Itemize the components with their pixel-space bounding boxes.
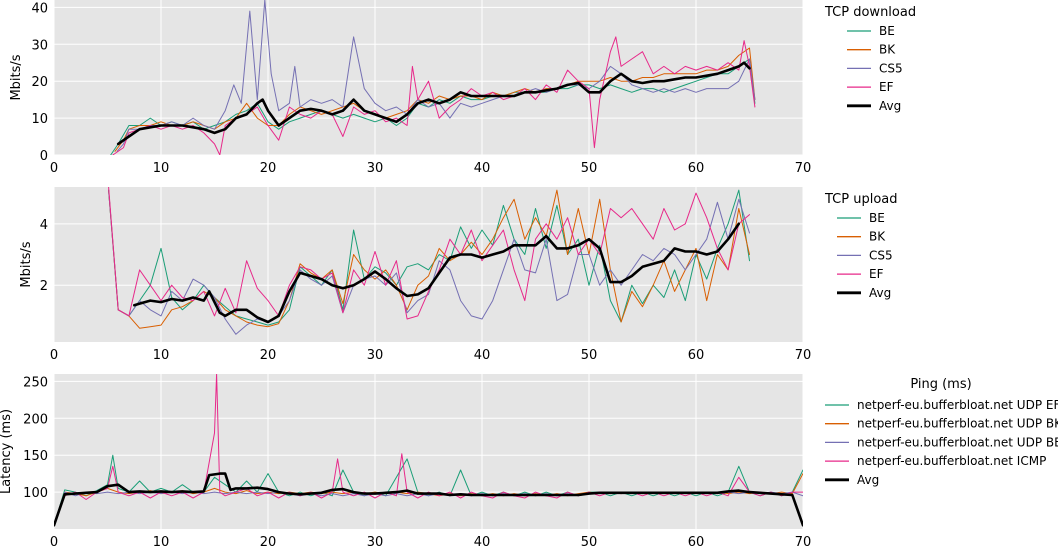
legend-title: TCP download: [824, 5, 916, 20]
x-tick-label: 50: [581, 161, 598, 176]
x-tick-label: 20: [260, 535, 277, 547]
x-tick-label: 40: [474, 161, 491, 176]
legend-label: EF: [879, 80, 894, 94]
y-tick-label: 2: [40, 279, 48, 294]
chart-panel-1: 0 10 20 30 40 50 60 70 2 4 Mbits/s TCP upload BE BK CS…: [19, 187, 898, 363]
y-axis-label: Mbits/s: [9, 54, 24, 100]
x-tick-label: 40: [474, 348, 491, 363]
x-tick-label: 30: [367, 348, 384, 363]
x-tick-label: 0: [50, 535, 58, 547]
legend-label: BE: [869, 211, 885, 225]
y-tick-label: 250: [23, 375, 48, 390]
x-tick-label: 70: [795, 535, 812, 547]
x-tick-label: 60: [688, 348, 705, 363]
plot-area: [54, 374, 803, 529]
x-tick-label: 0: [50, 348, 58, 363]
x-tick-label: 10: [153, 535, 170, 547]
y-tick-label: 100: [23, 486, 48, 501]
legend-title: TCP upload: [824, 192, 898, 207]
legend: TCP upload BE BK CS5 EF Avg: [824, 192, 898, 300]
legend-label: netperf-eu.bufferbloat.net UDP BE: [857, 435, 1058, 449]
legend-label: netperf-eu.bufferbloat.net UDP BK: [857, 417, 1058, 431]
legend-label: BK: [879, 43, 896, 57]
legend-label: netperf-eu.bufferbloat.net ICMP: [857, 454, 1046, 468]
x-tick-label: 50: [581, 535, 598, 547]
series-layer: [108, 187, 750, 335]
legend-label: Avg: [869, 286, 891, 300]
y-tick-label: 30: [31, 38, 48, 53]
y-axis-label: Mbits/s: [19, 241, 34, 287]
legend-label: netperf-eu.bufferbloat.net UDP EF: [857, 398, 1058, 412]
series-line-ef: [112, 36, 756, 155]
x-tick-label: 0: [50, 161, 58, 176]
y-tick-label: 20: [31, 75, 48, 90]
legend-label: Avg: [879, 99, 901, 113]
legend: TCP download BE BK CS5 EF Avg: [824, 5, 916, 113]
series-layer: [110, 0, 756, 155]
series-line-avg: [133, 222, 741, 324]
x-tick-label: 20: [260, 348, 277, 363]
chart-panel-0: 0 10 20 30 40 50 60 70 0 10 20 30 40 Mbits/s TCP downl…: [9, 0, 916, 176]
legend-label: BE: [879, 24, 895, 38]
legend-label: CS5: [869, 248, 893, 262]
series-line-be: [110, 58, 756, 155]
legend-label: CS5: [879, 61, 903, 75]
series-line-avg: [54, 472, 803, 527]
y-tick-label: 40: [31, 1, 48, 16]
series-line-avg: [116, 61, 751, 146]
series-layer: [54, 374, 803, 527]
y-tick-label: 150: [23, 449, 48, 464]
x-tick-label: 10: [153, 348, 170, 363]
y-axis-label: Latency (ms): [0, 409, 14, 494]
x-tick-label: 10: [153, 161, 170, 176]
x-tick-label: 60: [688, 535, 705, 547]
legend-label: Avg: [857, 473, 879, 487]
chart-panel-2: 0 10 20 30 40 50 60 70 100 150 200 250 Latency (ms) P…: [0, 374, 1058, 547]
y-tick-label: 4: [40, 218, 48, 233]
x-tick-label: 30: [367, 161, 384, 176]
x-tick-label: 60: [688, 161, 705, 176]
legend-label: EF: [869, 267, 884, 281]
legend-title: Ping (ms): [910, 377, 971, 392]
legend-label: BK: [869, 230, 886, 244]
x-tick-label: 40: [474, 535, 491, 547]
series-line-cs5: [108, 189, 750, 335]
x-tick-label: 30: [367, 535, 384, 547]
series-line-ef: [108, 187, 750, 320]
y-tick-label: 10: [31, 112, 48, 127]
x-tick-label: 70: [795, 161, 812, 176]
x-tick-label: 70: [795, 348, 812, 363]
y-tick-label: 200: [23, 412, 48, 427]
legend: Ping (ms) netperf-eu.bufferbloat.net UDP …: [825, 377, 1058, 487]
x-tick-label: 20: [260, 161, 277, 176]
y-tick-label: 0: [40, 149, 48, 164]
x-tick-label: 50: [581, 348, 598, 363]
plot-area: [54, 187, 803, 342]
